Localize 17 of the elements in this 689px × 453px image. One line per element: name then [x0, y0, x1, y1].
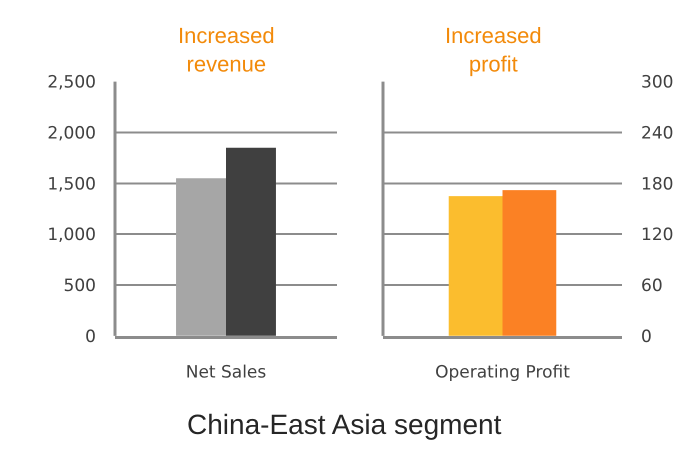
y-tick-label: 1,500 [47, 174, 96, 194]
y2-tick-label: 240 [641, 123, 674, 144]
text: Increased revenue [178, 23, 275, 77]
y-tick-label: 1,000 [47, 225, 96, 246]
x-tick-label: Net Sales [186, 362, 266, 382]
y2-tick-label: 180 [641, 174, 674, 194]
y2-tick-label: 60 [641, 276, 663, 296]
text: China-East Asia segment [187, 409, 502, 440]
y-tick-label: 2,500 [47, 72, 96, 93]
text: Increased profit [445, 23, 542, 77]
y2-tick-label: 120 [641, 225, 674, 246]
x-tick-label: Operating Profit [435, 362, 570, 382]
y-tick-label: 2,000 [47, 123, 96, 144]
y2-tick-label: 0 [641, 326, 652, 347]
y-tick-label: 500 [64, 276, 96, 296]
y-tick-label: 0 [85, 326, 96, 347]
y2-tick-label: 300 [641, 72, 674, 93]
